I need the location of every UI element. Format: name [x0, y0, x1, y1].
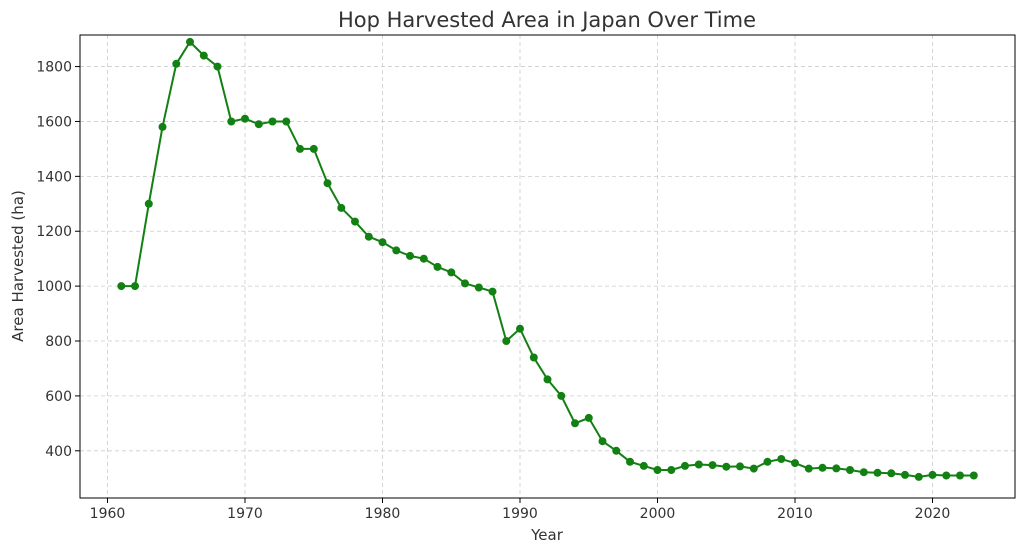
- data-point: [777, 455, 786, 463]
- data-point: [598, 437, 607, 446]
- data-point: [502, 337, 511, 345]
- x-tick-label: 1970: [227, 506, 263, 522]
- x-tick-label: 1960: [90, 506, 126, 522]
- data-point: [887, 469, 896, 478]
- data-point: [969, 471, 978, 480]
- data-point: [928, 470, 937, 479]
- data-point: [626, 457, 634, 466]
- y-tick-label: 600: [45, 389, 72, 405]
- chart-title: Hop Harvested Area in Japan Over Time: [338, 8, 756, 32]
- data-point: [914, 472, 923, 481]
- data-point: [227, 117, 236, 126]
- data-point: [488, 287, 497, 296]
- data-point: [571, 419, 579, 428]
- series-line: [121, 40, 974, 478]
- data-point: [199, 51, 208, 60]
- data-point: [213, 62, 222, 71]
- data-point: [653, 466, 662, 474]
- data-point: [351, 217, 359, 226]
- data-point: [158, 122, 167, 131]
- x-tick-label: 2020: [915, 506, 951, 522]
- y-tick-label: 1200: [36, 224, 72, 240]
- data-point: [516, 324, 524, 333]
- data-point: [749, 464, 758, 473]
- data-point: [667, 466, 676, 474]
- data-point: [722, 462, 731, 471]
- x-tick-label: 1980: [365, 506, 401, 522]
- data-point: [309, 144, 318, 153]
- y-tick-label: 1000: [36, 279, 72, 295]
- data-point: [378, 238, 387, 247]
- data-point: [323, 179, 332, 188]
- data-point: [337, 203, 346, 212]
- data-point: [763, 457, 772, 466]
- x-tick-label: 2000: [640, 506, 676, 522]
- data-point: [956, 471, 964, 480]
- y-tick-label: 1800: [36, 60, 72, 76]
- data-point: [254, 120, 263, 129]
- data-point: [433, 262, 442, 271]
- data-point: [543, 375, 552, 384]
- y-tick-label: 800: [45, 334, 72, 350]
- data-point: [392, 246, 401, 255]
- data-point: [639, 461, 648, 470]
- data-point: [364, 232, 373, 241]
- data-series: [117, 37, 978, 481]
- data-point: [584, 413, 593, 422]
- data-point: [942, 471, 951, 480]
- data-point: [873, 468, 882, 477]
- data-point: [832, 464, 841, 473]
- x-tick-label: 1990: [502, 506, 538, 522]
- y-tick-label: 400: [45, 444, 72, 460]
- data-point: [406, 251, 414, 260]
- data-point: [282, 117, 291, 126]
- y-axis-label: Area Harvested (ha): [9, 190, 27, 342]
- data-point: [736, 462, 744, 471]
- data-point: [419, 254, 428, 263]
- data-point: [557, 391, 566, 400]
- data-point: [241, 114, 249, 123]
- grid: [80, 35, 1015, 498]
- data-point: [447, 268, 456, 277]
- data-point: [186, 37, 194, 46]
- data-point: [296, 144, 304, 153]
- data-point: [901, 470, 909, 479]
- data-point: [694, 460, 703, 469]
- x-axis-label: Year: [530, 526, 564, 544]
- data-point: [681, 461, 689, 470]
- data-point: [846, 466, 854, 474]
- data-point: [474, 283, 483, 292]
- data-point: [791, 459, 799, 468]
- data-point: [144, 199, 153, 208]
- data-point: [117, 282, 126, 291]
- y-tick-label: 1400: [36, 169, 72, 185]
- data-point: [818, 463, 827, 472]
- y-tick-label: 1600: [36, 114, 72, 130]
- data-point: [859, 468, 868, 477]
- data-point: [268, 117, 277, 126]
- data-point: [612, 446, 621, 455]
- data-point: [529, 353, 538, 362]
- data-point: [461, 279, 469, 288]
- axis-ticks: 1960 1970 1980 1990 2000 2010 2020 400 600 800 100…: [36, 60, 950, 522]
- plot-frame: [79, 34, 1016, 499]
- x-tick-label: 2010: [777, 506, 813, 522]
- data-point: [172, 59, 181, 68]
- data-point: [131, 282, 139, 291]
- data-point: [804, 464, 813, 473]
- data-point: [708, 461, 717, 470]
